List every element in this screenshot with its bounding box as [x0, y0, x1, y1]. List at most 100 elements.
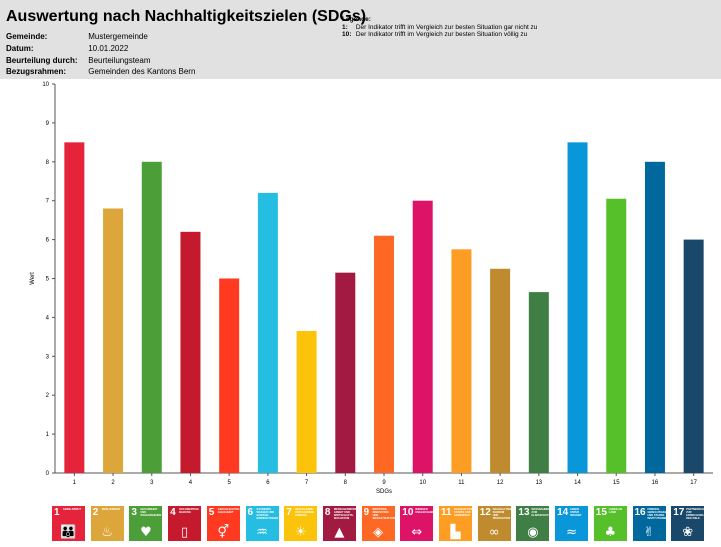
- sdg-tile-2: 2 Kein Hunger ♨: [90, 506, 124, 541]
- sdg-tile-number: 10: [402, 507, 414, 518]
- x-tick-label: 12: [497, 480, 504, 486]
- y-tick-label: 6: [46, 238, 50, 244]
- y-tick-label: 8: [46, 160, 50, 166]
- bar-sdg-10: [412, 200, 433, 473]
- x-tick-label: 3: [150, 480, 154, 486]
- bar-sdg-13: [528, 292, 549, 473]
- legend-item-text: Der Indikator trifft im Vergleich zur be…: [355, 31, 528, 38]
- y-tick-label: 10: [42, 82, 49, 88]
- x-tick-label: 14: [574, 480, 581, 486]
- sdg-tile-number: 17: [673, 507, 685, 518]
- sdg-tile-13: 13 Massnahmen zum Klimaschutz ◉: [516, 506, 550, 541]
- legend-title: Legende:: [342, 16, 371, 23]
- bar-sdg-14: [567, 142, 588, 473]
- legend-item: 10: Der Indikator trifft im Vergleich zu…: [342, 31, 537, 39]
- bar-sdg-15: [606, 198, 627, 473]
- x-tick-label: 13: [535, 480, 542, 486]
- sdg-tile-number: 9: [363, 507, 370, 518]
- sdg-tile-label: Bezahlbare und saubere Energie: [295, 508, 315, 517]
- y-tick-label: 5: [46, 277, 50, 283]
- sdg-tile-15: 15 Leben an Land ♣: [593, 506, 627, 541]
- sdg-tile-label: Massnahmen zum Klimaschutz: [531, 508, 550, 517]
- sdg-tile-number: 2: [92, 507, 99, 518]
- x-tick-label: 15: [613, 480, 620, 486]
- page-title: Auswertung nach Nachhaltigkeitszielen (S…: [6, 8, 367, 25]
- meta-value: Beurteilungsteam: [88, 56, 151, 65]
- sdg-tile-label: Nachhaltige Städte und Gemeinden: [454, 508, 472, 517]
- family-icon: 👪: [60, 525, 77, 540]
- sdg-tile-label: Frieden, Gerechtigkeit und starke Instit…: [647, 508, 666, 520]
- bar-sdg-6: [257, 192, 278, 474]
- x-tick-label: 1: [73, 480, 77, 486]
- x-tick-label: 10: [419, 480, 426, 486]
- sdg-tile-7: 7 Bezahlbare und saubere Energie ☀: [284, 506, 318, 541]
- bar-sdg-7: [296, 331, 317, 473]
- sdg-tile-label: Partnerschaften zur Erreichung der Ziele: [686, 508, 705, 520]
- y-tick-label: 3: [46, 354, 50, 360]
- sdg-tile-10: 10Weniger Ungleichheiten ⇔: [400, 506, 434, 541]
- bar-sdg-9: [374, 235, 394, 473]
- book-icon: ▯: [181, 525, 189, 540]
- sdg-tile-number: 8: [324, 507, 331, 518]
- sdg-tile-label: Hochwertige Bildung: [179, 508, 199, 514]
- cubes-icon: ◈: [373, 525, 384, 540]
- bowl-icon: ♨: [101, 525, 114, 540]
- flower-icon: ❀: [682, 525, 694, 540]
- sdg-tile-label: Kein Hunger: [101, 508, 120, 511]
- meta-key: Bezugsrahmen:: [6, 67, 67, 76]
- bar-sdg-3: [141, 161, 162, 474]
- meta-row-bezugsrahmen: Bezugsrahmen: Gemeinden des Kantons Bern: [6, 67, 195, 76]
- legend: Legende: 1: Der Indikator trifft im Verg…: [342, 16, 537, 39]
- sdg-tile-label: Keine Armut: [63, 508, 81, 511]
- sdg-tile-number: 5: [208, 507, 215, 518]
- sdg-tile-5: 5 Geschlechter-gleichheit ⚥: [206, 506, 240, 541]
- meta-row-gemeinde: Gemeinde: Mustergemeinde: [6, 32, 148, 41]
- sun-icon: ☀: [294, 525, 307, 540]
- meta-row-datum: Datum: 10.01.2022: [6, 44, 128, 53]
- dove-icon: ✌: [643, 525, 655, 540]
- meta-key: Beurteilung durch:: [6, 56, 78, 65]
- x-tick-label: 5: [228, 480, 232, 486]
- sdg-tile-number: 1: [54, 507, 60, 518]
- sdg-tile-label: Weniger Ungleichheiten: [415, 508, 433, 514]
- sdg-tile-3: 3 Gesundheit und Wohlergehen ♥: [129, 506, 163, 541]
- x-tick-label: 6: [266, 480, 270, 486]
- sdg-tile-label: Gesundheit und Wohlergehen: [140, 508, 162, 517]
- legend-item: 1: Der Indikator trifft im Vergleich zur…: [342, 24, 537, 32]
- fish-icon: ≈: [566, 525, 578, 540]
- sdg-tile-4: 4 Hochwertige Bildung ▯: [168, 506, 202, 541]
- bar-sdg-11: [451, 249, 472, 473]
- sdg-tile-number: 6: [247, 507, 254, 518]
- growth-chart-icon: ▲: [334, 525, 345, 540]
- x-tick-label: 4: [189, 480, 193, 486]
- legend-item-number: 10:: [342, 31, 352, 38]
- legend-item-text: Der Indikator trifft im Vergleich zur be…: [355, 23, 538, 31]
- sdg-tile-label: Leben an Land: [608, 508, 622, 514]
- meta-key: Datum:: [6, 44, 34, 53]
- bar-sdg-17: [683, 239, 704, 473]
- water-icon: ♒: [256, 525, 268, 540]
- y-tick-label: 7: [46, 199, 50, 205]
- sdg-tile-9: 9 Industrie, Innovation und Infrastruktur…: [361, 506, 395, 541]
- sdg-icon-strip: 1 Keine Armut 👪 2 Kein Hunger ♨ 3 Gesundheit un…: [52, 506, 712, 541]
- x-tick-label: 2: [111, 480, 115, 486]
- gender-icon: ⚥: [217, 525, 230, 540]
- sdg-tile-number: 13: [518, 507, 530, 518]
- equality-icon: ⇔: [411, 525, 423, 540]
- sdg-tile-number: 15: [595, 507, 607, 518]
- sdg-tile-number: 3: [131, 507, 137, 518]
- sdg-tile-label: Geschlechter-gleichheit: [217, 508, 240, 514]
- y-tick-label: 9: [46, 121, 50, 127]
- infinity-icon: ∞: [488, 525, 500, 540]
- eye-globe-icon: ◉: [527, 525, 539, 540]
- sdg-tile-12: 12Nachhaltige/r Konsum und Produktion ∞: [477, 506, 511, 541]
- bar-sdg-2: [103, 208, 124, 474]
- report-header: Auswertung nach Nachhaltigkeitszielen (S…: [0, 0, 721, 79]
- sdg-tile-14: 14 Leben unter Wasser ≈: [555, 506, 589, 541]
- x-tick-label: 11: [458, 480, 465, 486]
- tree-icon: ♣: [604, 525, 617, 540]
- sdg-tile-number: 11: [441, 507, 452, 518]
- legend-item-number: 1:: [342, 23, 348, 31]
- sdg-tile-16: 16Frieden, Gerechtigkeit und starke Inst…: [632, 506, 666, 541]
- sdg-tile-label: Industrie, Innovation und Infrastruktur: [372, 508, 395, 520]
